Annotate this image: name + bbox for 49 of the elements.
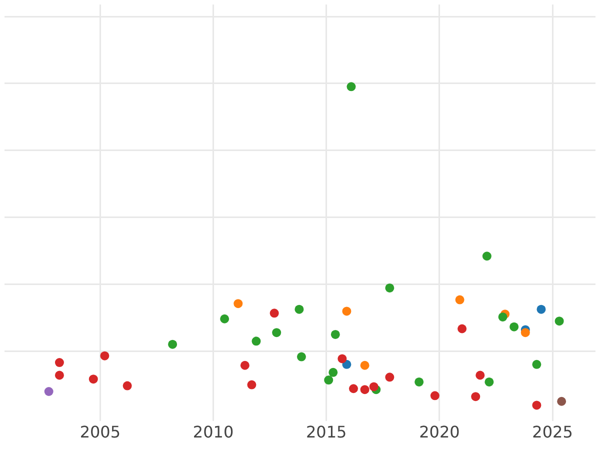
point [458, 324, 467, 334]
x-tick-label: 2005 [80, 422, 121, 442]
point [88, 374, 98, 384]
x-tick-label: 2025 [532, 422, 573, 442]
x-tick-label: 2010 [192, 422, 234, 442]
point [554, 316, 564, 326]
point [168, 340, 178, 349]
point [385, 372, 394, 382]
point [498, 312, 508, 322]
point [252, 336, 261, 346]
point [272, 328, 282, 338]
point [385, 283, 394, 292]
point [532, 400, 542, 410]
point [484, 377, 494, 386]
point [324, 376, 334, 385]
point [510, 322, 519, 332]
point [430, 391, 440, 400]
point [360, 385, 370, 394]
point [360, 360, 370, 370]
x-tick-label: 2020 [419, 422, 460, 442]
point [100, 351, 110, 360]
point [330, 330, 340, 339]
point [247, 380, 256, 390]
point [44, 386, 54, 396]
point [294, 304, 304, 314]
point [220, 314, 230, 324]
point [54, 358, 64, 368]
point [338, 354, 347, 364]
point [122, 381, 132, 390]
point [240, 360, 250, 370]
point [296, 352, 306, 362]
point [270, 308, 279, 318]
point [476, 370, 485, 380]
point [482, 252, 492, 261]
point [54, 370, 64, 380]
point [557, 396, 566, 406]
point [328, 368, 338, 377]
point [532, 360, 542, 369]
point [342, 306, 352, 316]
point [414, 377, 424, 386]
point [234, 299, 243, 308]
x-tick-label: 2015 [306, 422, 347, 442]
point [348, 384, 358, 394]
point [455, 295, 464, 304]
point [369, 382, 378, 392]
point [536, 304, 546, 314]
point [346, 82, 356, 92]
point [520, 328, 530, 338]
point [471, 392, 480, 402]
